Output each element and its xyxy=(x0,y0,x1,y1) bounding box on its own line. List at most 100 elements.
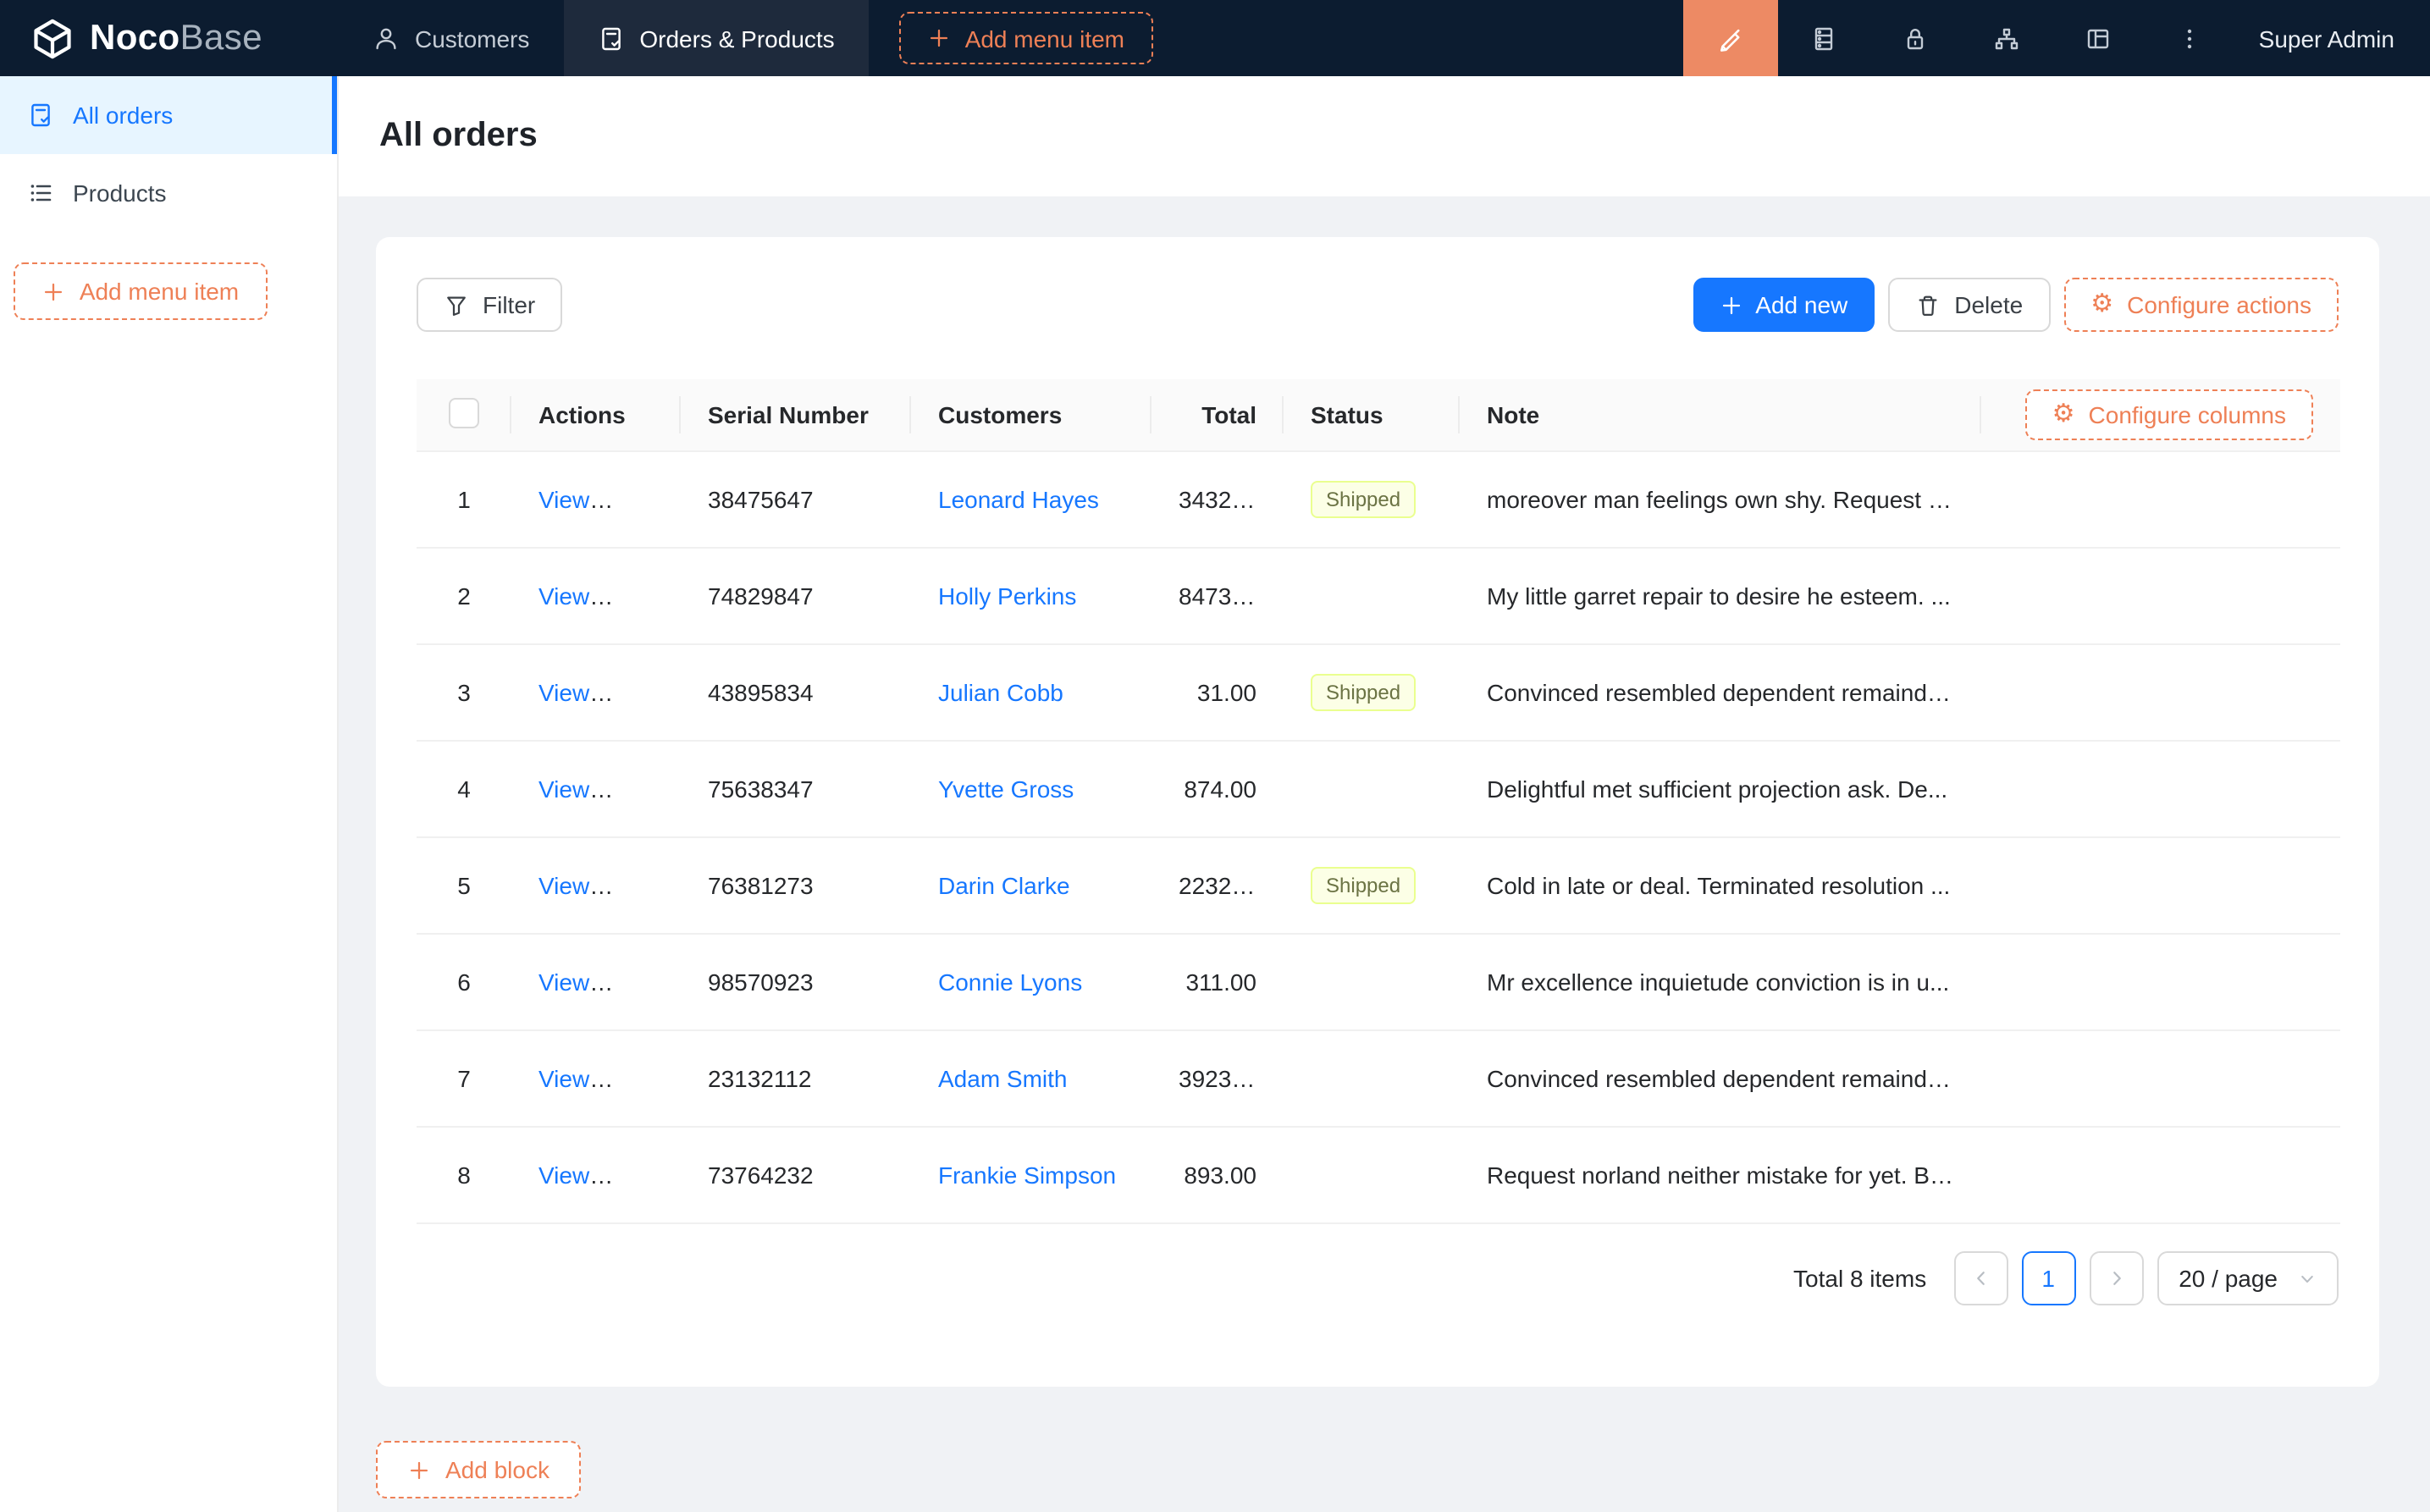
gear-icon: ⚙ xyxy=(2052,399,2075,428)
edit-link[interactable]: Edit xyxy=(621,968,663,996)
nav-tab-orders-products[interactable]: Orders & Products xyxy=(563,0,869,76)
table-row: 8 View Edit 73764232 Frankie Simpson 893.… xyxy=(417,1127,2340,1224)
customer-link[interactable]: Yvette Gross xyxy=(938,775,1074,803)
sidebar-item-all-orders[interactable]: All orders xyxy=(0,76,337,154)
configure-columns-button[interactable]: ⚙ Configure columns xyxy=(2024,389,2313,440)
header-select-all xyxy=(417,379,511,452)
document-check-icon xyxy=(597,25,624,52)
edit-link[interactable]: Edit xyxy=(621,486,663,513)
view-link[interactable]: View xyxy=(538,486,590,513)
more-menu-button[interactable] xyxy=(2144,0,2235,76)
customer-link[interactable]: Holly Perkins xyxy=(938,582,1077,610)
pagination: Total 8 items 1 xyxy=(417,1251,2339,1305)
nav-add-menu-item-button[interactable]: Add menu item xyxy=(898,12,1154,64)
customer-cell: Julian Cobb xyxy=(911,644,1151,742)
sidebar-item-products[interactable]: Products xyxy=(0,154,337,232)
edit-link[interactable]: Edit xyxy=(621,1162,663,1189)
orders-table-block: Filter Add new xyxy=(376,237,2379,1387)
view-link[interactable]: View xyxy=(538,582,590,610)
logo-text: NocoBase xyxy=(90,18,262,57)
customer-link[interactable]: Leonard Hayes xyxy=(938,486,1099,513)
edit-link[interactable]: Edit xyxy=(621,679,663,706)
customer-cell: Adam Smith xyxy=(911,1030,1151,1128)
status-cell xyxy=(1284,548,1460,645)
filter-button[interactable]: Filter xyxy=(417,278,563,332)
customer-link[interactable]: Frankie Simpson xyxy=(938,1162,1117,1189)
layout-button[interactable] xyxy=(2052,0,2144,76)
pagination-next-button[interactable] xyxy=(2089,1251,2144,1305)
serial-number-cell: 98570923 xyxy=(681,934,911,1031)
status-badge: Shipped xyxy=(1311,674,1417,711)
page-content: Filter Add new xyxy=(339,196,2430,1512)
nav-tab-label: Customers xyxy=(415,25,530,52)
customer-link[interactable]: Connie Lyons xyxy=(938,968,1083,996)
page-size-select[interactable]: 20 / page xyxy=(2157,1251,2339,1305)
navbar-spacer xyxy=(1153,0,1683,76)
view-link[interactable]: View xyxy=(538,775,590,803)
customer-cell: Holly Perkins xyxy=(911,548,1151,645)
spacer-cell xyxy=(1981,1030,2340,1128)
note-cell: Convinced resembled dependent remainde..… xyxy=(1460,644,1981,742)
add-new-button[interactable]: Add new xyxy=(1693,278,1875,332)
view-link[interactable]: View xyxy=(538,679,590,706)
note-cell: Mr excellence inquietude conviction is i… xyxy=(1460,934,1981,1031)
status-cell xyxy=(1284,1127,1460,1224)
chevron-down-icon xyxy=(2298,1269,2317,1288)
serial-number-cell: 75638347 xyxy=(681,741,911,838)
pagination-total: Total 8 items xyxy=(1793,1265,1927,1292)
spacer-cell xyxy=(1981,837,2340,935)
edit-link[interactable]: Edit xyxy=(621,775,663,803)
customer-cell: Connie Lyons xyxy=(911,934,1151,1031)
table-row: 4 View Edit 75638347 Yvette Gross 874.00 … xyxy=(417,741,2340,838)
serial-number-cell: 74829847 xyxy=(681,548,911,645)
pagination-page-1[interactable]: 1 xyxy=(2021,1251,2076,1305)
customer-link[interactable]: Julian Cobb xyxy=(938,679,1063,706)
table-row: 3 View Edit 43895834 Julian Cobb 31.00 Sh… xyxy=(417,644,2340,742)
plugins-button[interactable] xyxy=(1961,0,2052,76)
nocobase-logo[interactable]: NocoBase xyxy=(0,0,339,76)
unordered-list-icon xyxy=(27,179,54,207)
view-link[interactable]: View xyxy=(538,1162,590,1189)
view-link[interactable]: View xyxy=(538,872,590,899)
top-navbar: NocoBase Customers Orders & Products xyxy=(0,0,2430,76)
customer-cell: Darin Clarke xyxy=(911,837,1151,935)
configure-actions-button[interactable]: ⚙ Configure actions xyxy=(2063,278,2339,332)
row-index: 2 xyxy=(417,548,511,645)
row-actions: View Edit xyxy=(511,934,681,1031)
table-row: 7 View Edit 23132112 Adam Smith 3923.00 C… xyxy=(417,1030,2340,1128)
view-link[interactable]: View xyxy=(538,1065,590,1092)
page-size-value: 20 / page xyxy=(2179,1265,2278,1292)
collections-button[interactable] xyxy=(1778,0,1869,76)
note-cell: My little garret repair to desire he est… xyxy=(1460,548,1981,645)
status-cell xyxy=(1284,934,1460,1031)
customer-link[interactable]: Adam Smith xyxy=(938,1065,1068,1092)
table-row: 6 View Edit 98570923 Connie Lyons 311.00 … xyxy=(417,934,2340,1031)
note-cell: moreover man feelings own shy. Request n… xyxy=(1460,451,1981,549)
toolbar-actions: Add new Delete xyxy=(1693,278,2339,332)
gear-icon: ⚙ xyxy=(2090,289,2114,317)
sidebar-add-menu-item-button[interactable]: Add menu item xyxy=(14,262,268,320)
view-link[interactable]: View xyxy=(538,968,590,996)
table-header-row: Actions Serial Number Customers Total St… xyxy=(417,379,2340,452)
status-cell xyxy=(1284,741,1460,838)
apartment-icon xyxy=(1993,25,2020,52)
select-all-checkbox[interactable] xyxy=(449,397,479,428)
nav-tab-customers[interactable]: Customers xyxy=(339,0,563,76)
delete-button[interactable]: Delete xyxy=(1888,278,2051,332)
total-cell: 893.00 xyxy=(1151,1127,1284,1224)
edit-link[interactable]: Edit xyxy=(621,582,663,610)
pagination-prev-button[interactable] xyxy=(1953,1251,2008,1305)
filter-funnel-icon xyxy=(444,292,469,317)
edit-link[interactable]: Edit xyxy=(621,1065,663,1092)
add-block-button[interactable]: Add block xyxy=(376,1441,582,1498)
layout-icon xyxy=(2085,25,2112,52)
serial-number-cell: 73764232 xyxy=(681,1127,911,1224)
spacer-cell xyxy=(1981,1127,2340,1224)
ui-editor-button[interactable] xyxy=(1682,0,1778,76)
customer-link[interactable]: Darin Clarke xyxy=(938,872,1070,899)
edit-link[interactable]: Edit xyxy=(621,872,663,899)
permissions-button[interactable] xyxy=(1869,0,1961,76)
user-menu[interactable]: Super Admin xyxy=(2235,0,2430,76)
row-actions: View Edit xyxy=(511,1030,681,1128)
serial-number-cell: 38475647 xyxy=(681,451,911,549)
